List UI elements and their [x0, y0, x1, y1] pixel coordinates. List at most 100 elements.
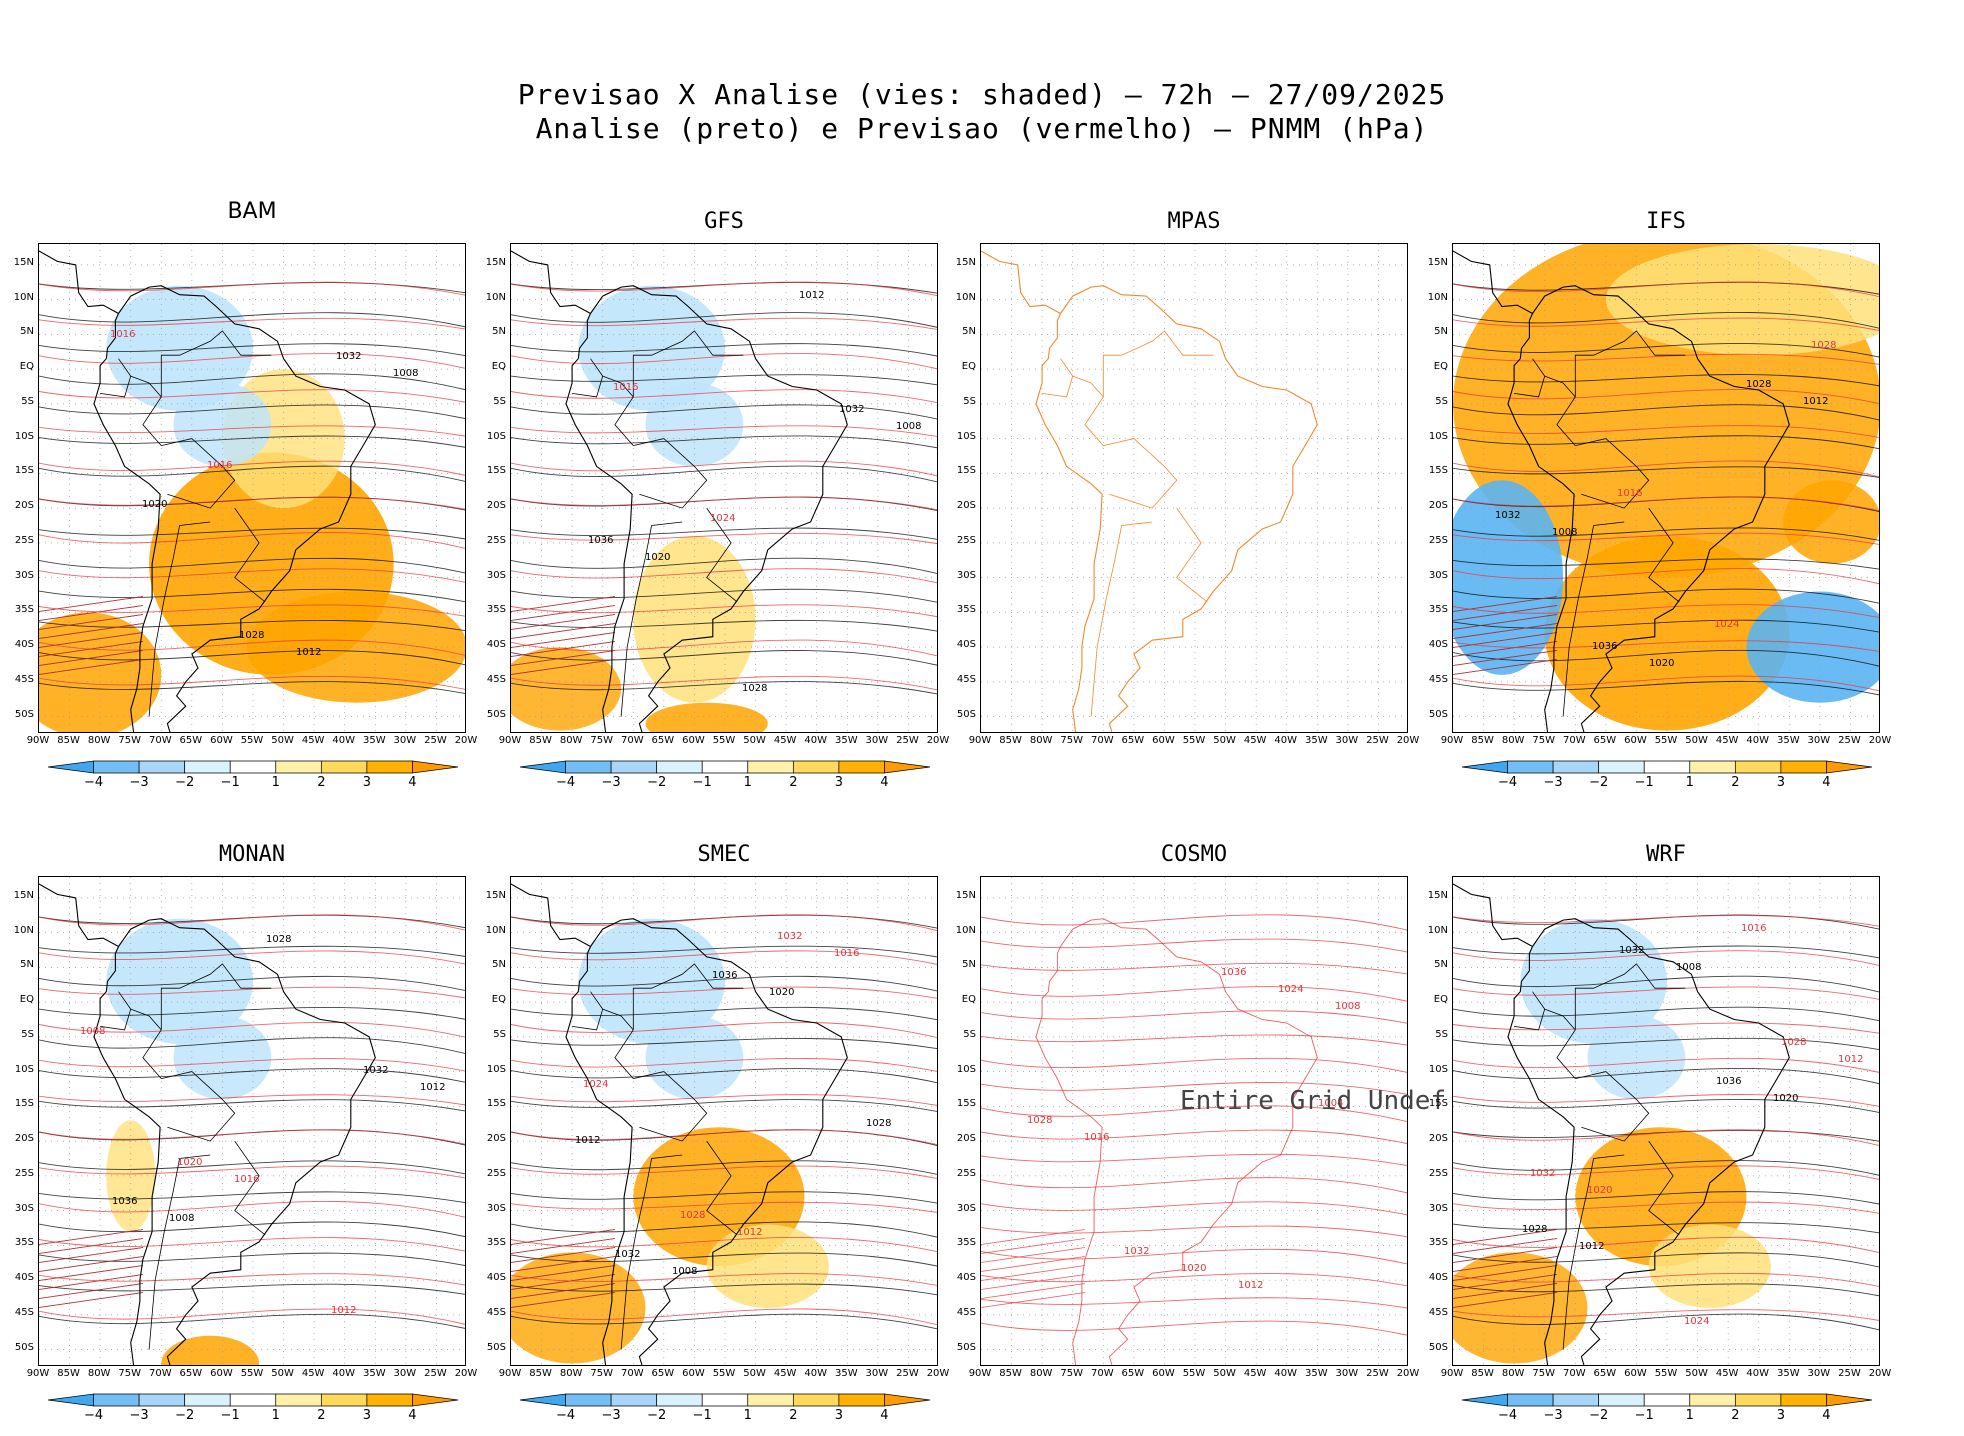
isobar-line [1453, 1022, 1879, 1034]
isobar-line [1453, 649, 1879, 667]
x-tick-label: 55W [240, 1368, 264, 1379]
y-tick-label: 45S [486, 1306, 506, 1318]
x-tick-label: 65W [651, 735, 675, 746]
x-tick-label: 20W [926, 735, 950, 746]
map-svg: 1016 1016 1012 1008 1020 1028 1032 [39, 244, 465, 732]
isobar-line [39, 975, 465, 991]
y-tick-label: EQ [491, 994, 506, 1006]
isobar-label: 1012 [737, 1227, 762, 1238]
country-border [620, 521, 683, 717]
y-tick-label: EQ [1433, 361, 1448, 373]
isobar-line [981, 986, 1407, 1002]
x-tick-label: 45W [773, 735, 797, 746]
coastline-central-america [1453, 883, 1533, 947]
y-tick-label: 35S [956, 604, 976, 616]
country-border [572, 358, 604, 398]
isobar-line [511, 596, 616, 612]
isobar-label: 1016 [207, 460, 232, 471]
isobar-line [1453, 435, 1879, 450]
y-tick-label: 15N [13, 889, 34, 901]
colorbar-label: 3 [362, 1408, 372, 1423]
country-border [234, 1140, 266, 1236]
x-tick-label: 85W [999, 1368, 1022, 1379]
colorbar-label: −1 [692, 1408, 712, 1423]
colorbar-segment [656, 1393, 703, 1407]
isobar-line [39, 623, 144, 639]
isobar-line [511, 632, 616, 648]
x-tick-label: 55W [1182, 735, 1206, 746]
colorbar-segment [1689, 1393, 1736, 1407]
bias-shade [706, 1224, 829, 1308]
x-tick-label: 55W [712, 735, 736, 746]
y-tick-label: 35S [956, 1237, 976, 1249]
country-border [1072, 375, 1104, 398]
country-border [1544, 1008, 1576, 1031]
isobar-line [1453, 1313, 1879, 1331]
isobar-line [39, 317, 465, 330]
isobar-label: 1020 [769, 987, 794, 998]
y-tick-label: 5S [21, 1028, 34, 1040]
country-border [633, 1071, 708, 1142]
isobar-line [39, 914, 465, 929]
isobar-line [511, 1252, 937, 1267]
y-tick-label: 15N [955, 889, 976, 901]
y-tick-label: 35S [486, 1237, 506, 1249]
y-tick-label: 5S [1435, 395, 1448, 407]
coastline [1035, 918, 1318, 1365]
y-tick-label: 45S [1428, 1306, 1448, 1318]
isobar-line [1453, 389, 1879, 405]
isobar-line [511, 1247, 616, 1263]
x-tick-label: 60W [1624, 1368, 1647, 1379]
x-tick-label: 85W [1471, 1368, 1494, 1379]
isobar-line [1453, 1273, 1879, 1287]
isobar-line [1453, 374, 1879, 387]
isobar-label: 1008 [169, 1213, 194, 1224]
x-tick-label: 80W [1501, 1368, 1525, 1379]
isobar-line [39, 632, 144, 648]
isobar-line [39, 1283, 465, 1295]
x-tick-label: 35W [1304, 1368, 1328, 1379]
map-panel-gfs: 1016 1024 1012 1008 1020 1028 1032 1036 [510, 243, 938, 733]
isobar-line [1453, 404, 1879, 421]
isobar-line [511, 1099, 937, 1112]
y-tick-label: 15N [485, 889, 506, 901]
x-tick-label: 25W [896, 1368, 919, 1379]
x-tick-label: 85W [57, 735, 80, 746]
colorbar-segment [320, 760, 368, 774]
country-border [130, 375, 162, 398]
isobar-line [511, 1273, 937, 1286]
colorbar-segment [275, 760, 322, 774]
y-tick-label: 50S [486, 708, 506, 720]
isobar-line [1453, 317, 1879, 331]
colorbar-segment [1734, 1393, 1782, 1407]
coastline [1507, 285, 1790, 732]
isobar-line [511, 1308, 937, 1326]
colorbar-label: 4 [408, 775, 417, 790]
isobar-line [981, 1292, 1086, 1308]
isobar-line [981, 962, 1407, 975]
isobar-line [39, 312, 465, 328]
colorbar-label: −4 [1497, 1408, 1518, 1423]
y-tick-label: 30S [14, 1202, 34, 1214]
bias-shade [1648, 1224, 1771, 1308]
country-border [1575, 1071, 1650, 1142]
country-border [148, 1154, 211, 1350]
isobar-line [981, 1238, 1086, 1254]
isobar-line [1453, 353, 1879, 365]
isobar-line [1453, 588, 1879, 604]
panel-title: BAM [227, 199, 277, 224]
colorbar-label: −1 [692, 775, 712, 790]
y-tick-label: 5N [492, 959, 506, 971]
x-tick-label: 30W [1807, 735, 1831, 746]
colorbar-segment [838, 1393, 885, 1407]
x-tick-label: 80W [87, 735, 111, 746]
x-tick-label: 50W [271, 1368, 294, 1379]
y-tick-label: 30S [956, 1202, 976, 1214]
y-tick-label: 5N [492, 326, 506, 338]
figure-title: Previsao X Analise (vies: shaded) – 72h … [517, 78, 1447, 111]
isobar-line [39, 496, 465, 510]
country-border [1575, 438, 1650, 509]
x-tick-label: 55W [1654, 1368, 1678, 1379]
country-border [706, 507, 738, 603]
undef-message: Entire Grid Undef [1180, 1086, 1447, 1116]
